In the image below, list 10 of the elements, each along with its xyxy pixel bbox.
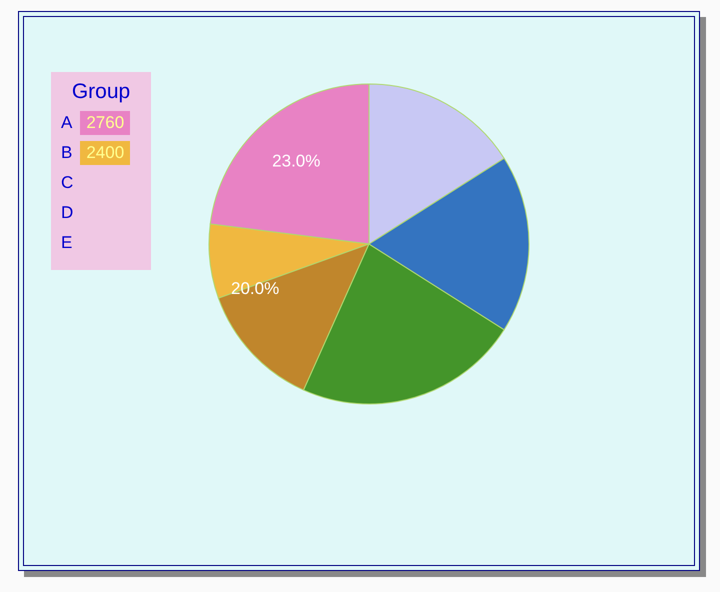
legend-swatch: 2400	[80, 141, 130, 165]
text: D	[61, 203, 74, 223]
legend-label: B	[61, 143, 72, 163]
text: 20.0%	[231, 279, 280, 299]
legend-swatch: 2760	[80, 111, 130, 135]
data-label: 23.0%	[272, 151, 320, 170]
legend-title: Group	[70, 80, 132, 104]
text: E	[61, 233, 72, 253]
legend-label: A	[61, 113, 72, 133]
text: C	[61, 173, 74, 193]
